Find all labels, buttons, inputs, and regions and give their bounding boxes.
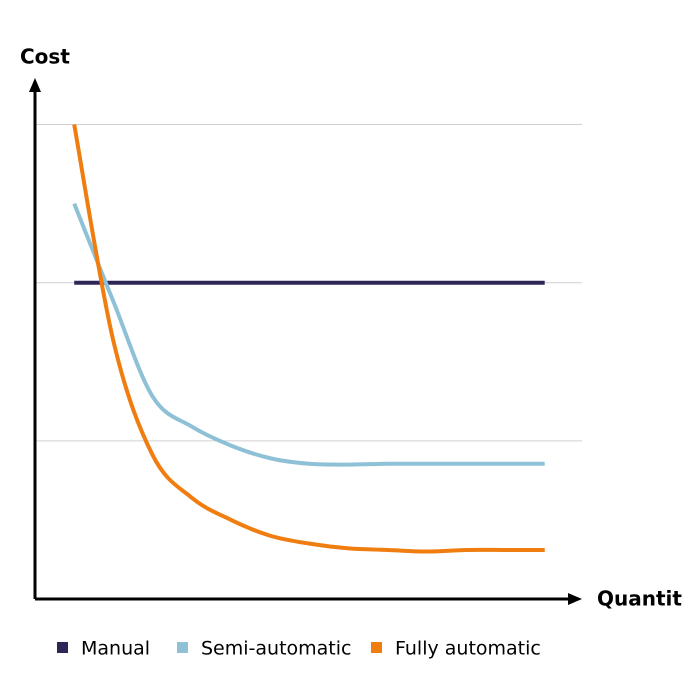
plot: Manual Semi-automatic Fully automatic [57, 124, 545, 660]
y-axis-arrow [29, 78, 41, 92]
series-line [72, 124, 545, 554]
series-line [72, 202, 545, 467]
legend-label: Semi-automatic [201, 638, 351, 660]
x-axis-label: Quantity [597, 587, 682, 611]
x-axis-arrow [568, 593, 582, 605]
legend-label: Fully automatic [395, 638, 541, 660]
y-axis-label: Cost [20, 45, 70, 69]
legend-marker [177, 642, 188, 653]
legend-label: Manual [81, 638, 150, 660]
legend-marker [371, 642, 382, 653]
legend-marker [57, 642, 68, 653]
